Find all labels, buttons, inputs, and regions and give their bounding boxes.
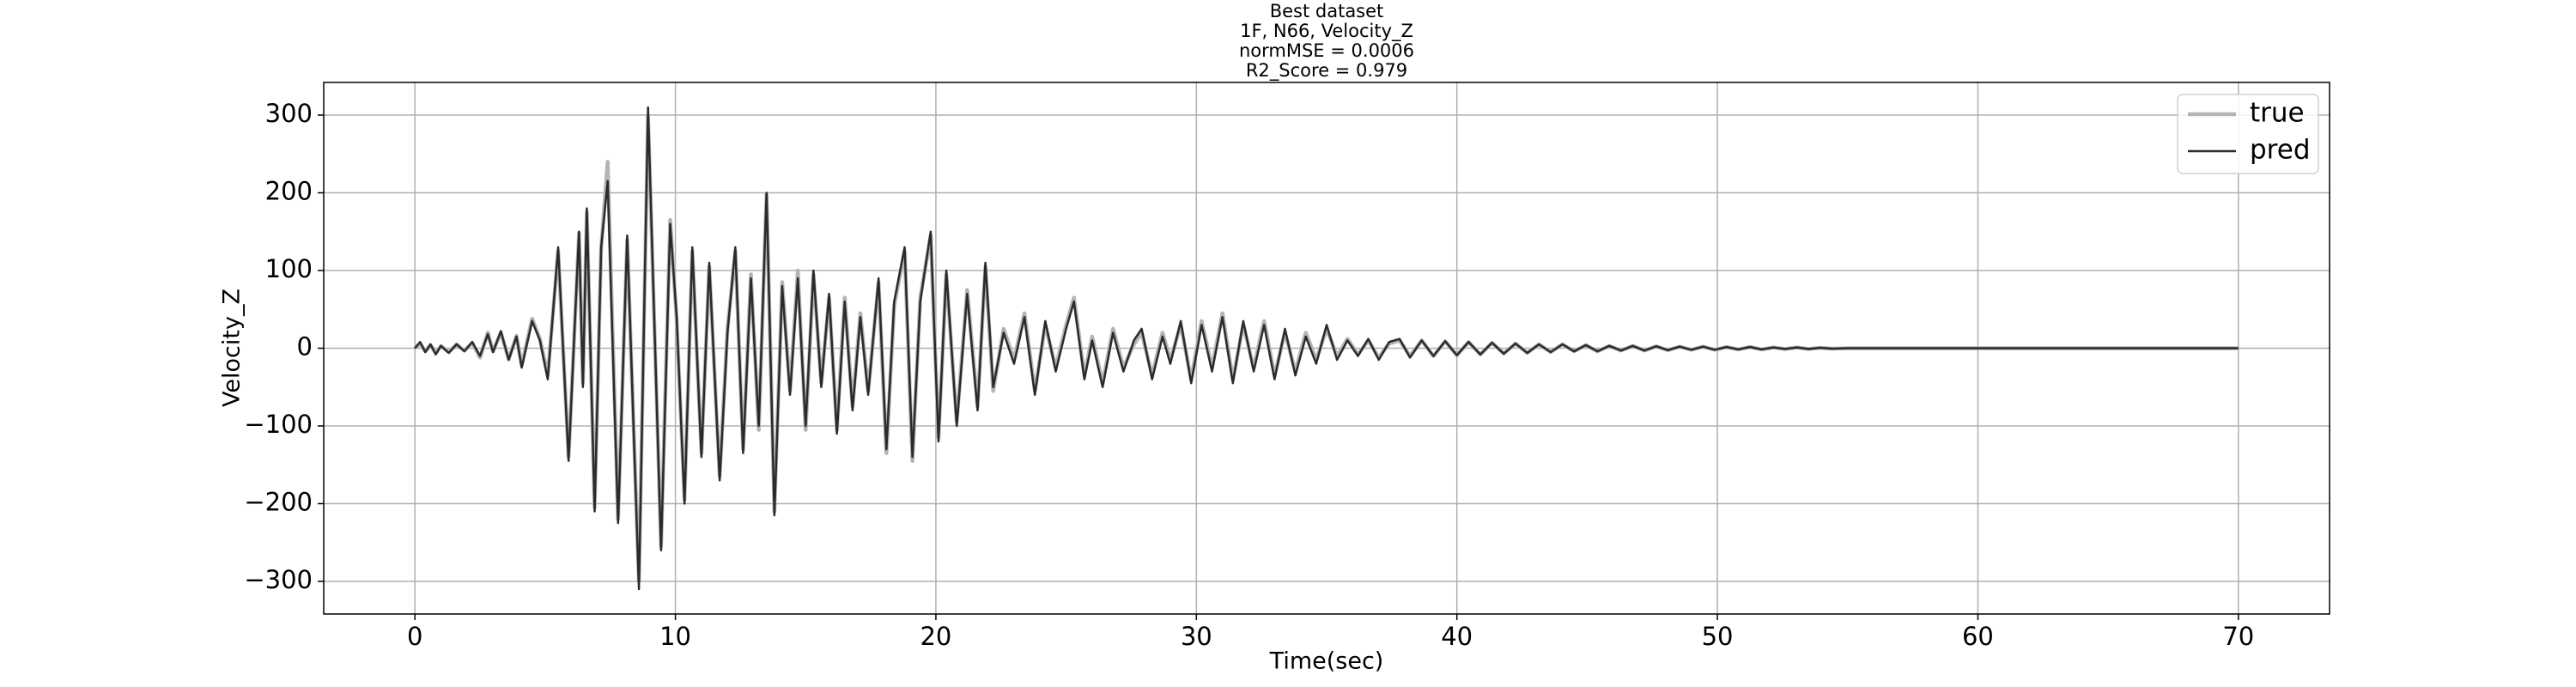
y-tick-label: 0	[297, 332, 313, 362]
x-tick-label: 60	[1962, 622, 1994, 651]
chart-title: Best dataset	[1270, 1, 1384, 21]
y-tick-label: −100	[244, 410, 313, 439]
y-tick-label: 300	[265, 99, 313, 128]
y-tick-label: −200	[244, 487, 313, 516]
chart-title: normMSE = 0.0006	[1239, 40, 1414, 61]
x-tick-label: 50	[1702, 622, 1734, 651]
x-tick-label: 70	[2222, 622, 2254, 651]
x-tick-label: 0	[407, 622, 422, 651]
y-tick-label: −300	[244, 565, 313, 594]
legend-label: pred	[2250, 135, 2311, 166]
chart-title: 1F, N66, Velocity_Z	[1240, 21, 1413, 42]
y-axis-label: Velocity_Z	[219, 289, 246, 407]
x-tick-label: 20	[920, 622, 951, 651]
x-tick-label: 30	[1181, 622, 1212, 651]
series-line	[414, 106, 2239, 591]
y-tick-label: 100	[265, 254, 313, 283]
plot-frame	[323, 82, 2330, 615]
y-tick-label: 200	[265, 177, 313, 206]
x-tick-label: 40	[1441, 622, 1473, 651]
x-axis-label: Time(sec)	[1269, 648, 1384, 675]
legend-label: true	[2250, 98, 2305, 129]
chart-title: R2_Score = 0.979	[1246, 60, 1407, 82]
x-tick-label: 10	[659, 622, 691, 651]
